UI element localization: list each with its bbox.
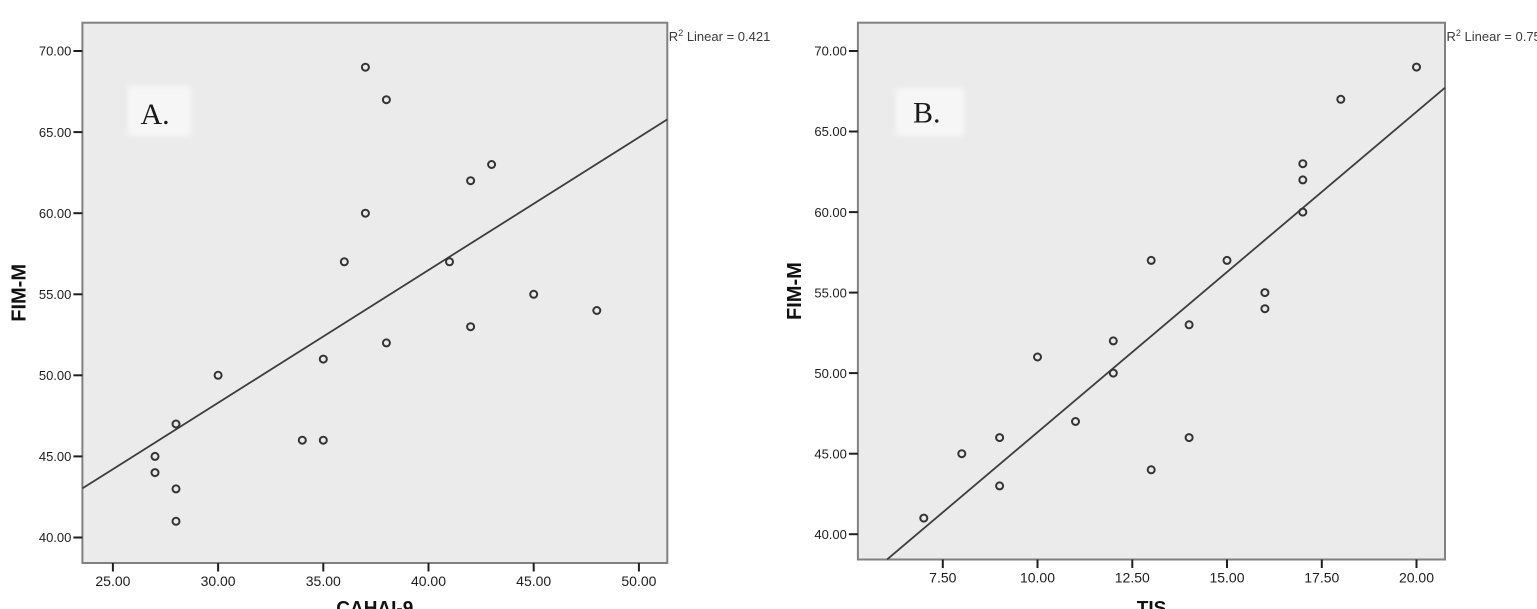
svg-text:20.00: 20.00 [1399, 570, 1434, 586]
svg-text:65.00: 65.00 [39, 125, 72, 140]
svg-text:55.00: 55.00 [814, 285, 847, 300]
svg-text:65.00: 65.00 [814, 124, 847, 139]
svg-text:R2 Linear = 0.75: R2 Linear = 0.75 [1447, 28, 1537, 44]
svg-text:TIS: TIS [1137, 599, 1167, 609]
svg-text:7.50: 7.50 [929, 570, 956, 586]
svg-text:55.00: 55.00 [39, 287, 72, 302]
svg-text:15.00: 15.00 [1209, 570, 1244, 586]
svg-text:17.50: 17.50 [1304, 570, 1339, 586]
svg-text:R2 Linear = 0.421: R2 Linear = 0.421 [669, 28, 771, 44]
svg-text:40.00: 40.00 [39, 530, 72, 545]
svg-text:25.00: 25.00 [95, 573, 130, 589]
svg-text:45.00: 45.00 [516, 573, 551, 589]
svg-text:30.00: 30.00 [201, 573, 236, 589]
svg-text:50.00: 50.00 [621, 573, 656, 589]
svg-text:CAHAI-9: CAHAI-9 [336, 599, 413, 609]
svg-text:35.00: 35.00 [306, 573, 341, 589]
svg-text:A.: A. [141, 98, 170, 131]
svg-text:FIM-M: FIM-M [784, 262, 806, 320]
svg-text:70.00: 70.00 [39, 44, 72, 59]
svg-text:12.50: 12.50 [1115, 570, 1150, 586]
svg-text:40.00: 40.00 [814, 527, 847, 542]
svg-text:50.00: 50.00 [814, 366, 847, 381]
svg-text:FIM-M: FIM-M [8, 264, 30, 322]
svg-text:60.00: 60.00 [814, 205, 847, 220]
svg-text:45.00: 45.00 [814, 446, 847, 461]
svg-text:70.00: 70.00 [814, 44, 847, 59]
svg-text:10.00: 10.00 [1020, 570, 1055, 586]
svg-text:50.00: 50.00 [39, 368, 72, 383]
svg-text:45.00: 45.00 [39, 449, 72, 464]
svg-text:B.: B. [913, 97, 941, 130]
svg-text:40.00: 40.00 [411, 573, 446, 589]
svg-text:60.00: 60.00 [39, 206, 72, 221]
